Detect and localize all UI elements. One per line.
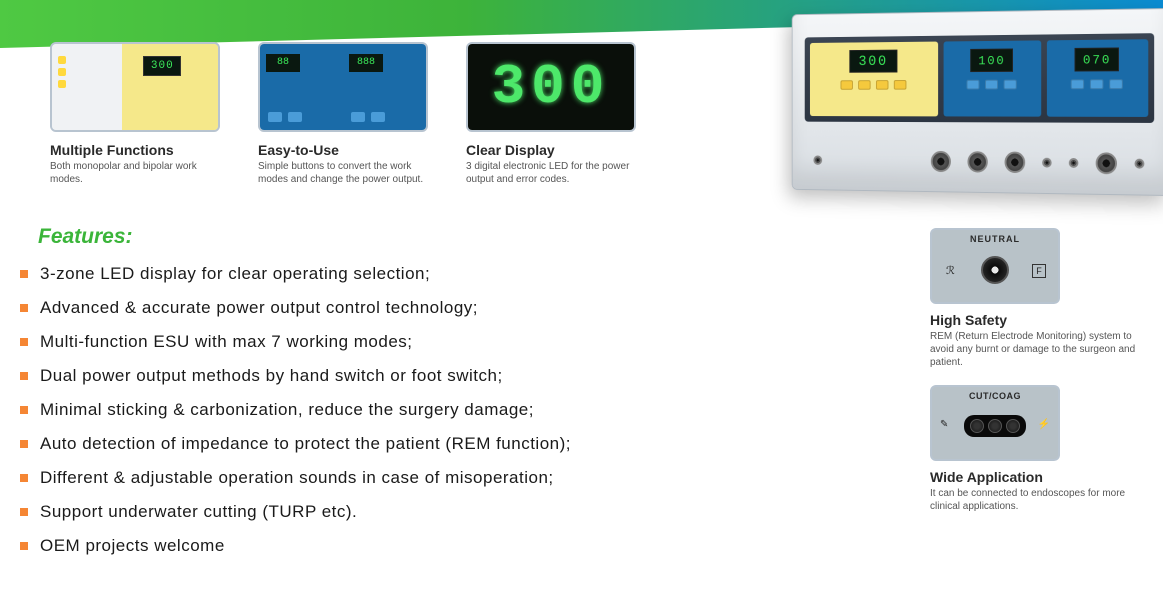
device-zone-coag1: 100 [943, 40, 1041, 116]
box-icon: F [1032, 264, 1046, 278]
features-list: 3-zone LED display for clear operating s… [18, 257, 778, 563]
feature-item: Dual power output methods by hand switch… [18, 359, 778, 393]
feature-item: Auto detection of impedance to protect t… [18, 427, 778, 461]
device-unit: 300 100 070 [792, 8, 1163, 196]
cutcoag-label: CUT/COAG [932, 391, 1058, 401]
side-card-safety: NEUTRAL ℛ F High Safety REM (Return Elec… [930, 228, 1145, 369]
side1-title: High Safety [930, 312, 1145, 328]
thumb3-desc: 3 digital electronic LED for the power o… [466, 160, 636, 186]
thumbnail-row: 300 Multiple Functions Both monopolar an… [50, 42, 636, 186]
thumb1-desc: Both monopolar and bipolar work modes. [50, 160, 220, 186]
device-face: 300 100 070 [805, 33, 1154, 123]
thumb-img-3: 300 [466, 42, 636, 132]
feature-item: Different & adjustable operation sounds … [18, 461, 778, 495]
feature-item: Advanced & accurate power output control… [18, 291, 778, 325]
features-heading: Features: [38, 225, 778, 249]
feature-item: Support underwater cutting (TURP etc). [18, 495, 778, 529]
thumb-img-1: 300 [50, 42, 220, 132]
feature-item: Multi-function ESU with max 7 working mo… [18, 325, 778, 359]
zone2-led: 100 [971, 49, 1014, 73]
thumb-easy-to-use: 88 888 Easy-to-Use Simple buttons to con… [258, 42, 428, 186]
side2-title: Wide Application [930, 469, 1145, 485]
side-img-neutral: NEUTRAL ℛ F [930, 228, 1060, 304]
thumb2-desc: Simple buttons to convert the work modes… [258, 160, 428, 186]
big-led-digits: 300 [492, 55, 611, 119]
three-ports-icon [964, 415, 1026, 437]
feature-item: 3-zone LED display for clear operating s… [18, 257, 778, 291]
power-switch-icon [813, 155, 822, 164]
thumb-clear-display: 300 Clear Display 3 digital electronic L… [466, 42, 636, 186]
device-zone-coag2: 070 [1047, 39, 1148, 117]
port-icon [1096, 152, 1117, 174]
thumb1-led: 300 [143, 56, 181, 76]
side2-desc: It can be connected to endoscopes for mo… [930, 487, 1145, 513]
thumb2-led-left: 88 [266, 54, 300, 72]
scalpel-icon: ✎ [940, 419, 948, 430]
side-card-application: CUT/COAG ✎ ⚡ Wide Application It can be … [930, 385, 1145, 513]
zone1-led: 300 [849, 50, 897, 73]
thumb-img-2: 88 888 [258, 42, 428, 132]
port-icon [931, 151, 951, 172]
neutral-label: NEUTRAL [932, 234, 1058, 244]
feature-item: OEM projects welcome [18, 529, 778, 563]
side1-desc: REM (Return Electrode Monitoring) system… [930, 330, 1145, 369]
device-zone-cut: 300 [810, 42, 938, 117]
port-icon [1005, 152, 1026, 174]
device-ports [805, 140, 1154, 184]
thumb2-led-right: 888 [349, 54, 383, 72]
side-column: NEUTRAL ℛ F High Safety REM (Return Elec… [930, 228, 1145, 529]
features-section: Features: 3-zone LED display for clear o… [18, 225, 778, 563]
side-img-cutcoag: CUT/COAG ✎ ⚡ [930, 385, 1060, 461]
bolt-icon: ⚡ [1038, 419, 1050, 430]
port-icon [1042, 158, 1051, 168]
port-icon [1069, 158, 1079, 168]
zone3-led: 070 [1075, 47, 1119, 71]
feature-item: Minimal sticking & carbonization, reduce… [18, 393, 778, 427]
thumb3-title: Clear Display [466, 142, 636, 158]
port-icon [967, 151, 987, 172]
thumb-multiple-functions: 300 Multiple Functions Both monopolar an… [50, 42, 220, 186]
port-icon [1135, 159, 1145, 169]
thumb2-title: Easy-to-Use [258, 142, 428, 158]
scribble-icon: ℛ [946, 264, 955, 277]
neutral-port-icon [981, 256, 1009, 284]
thumb1-title: Multiple Functions [50, 142, 220, 158]
